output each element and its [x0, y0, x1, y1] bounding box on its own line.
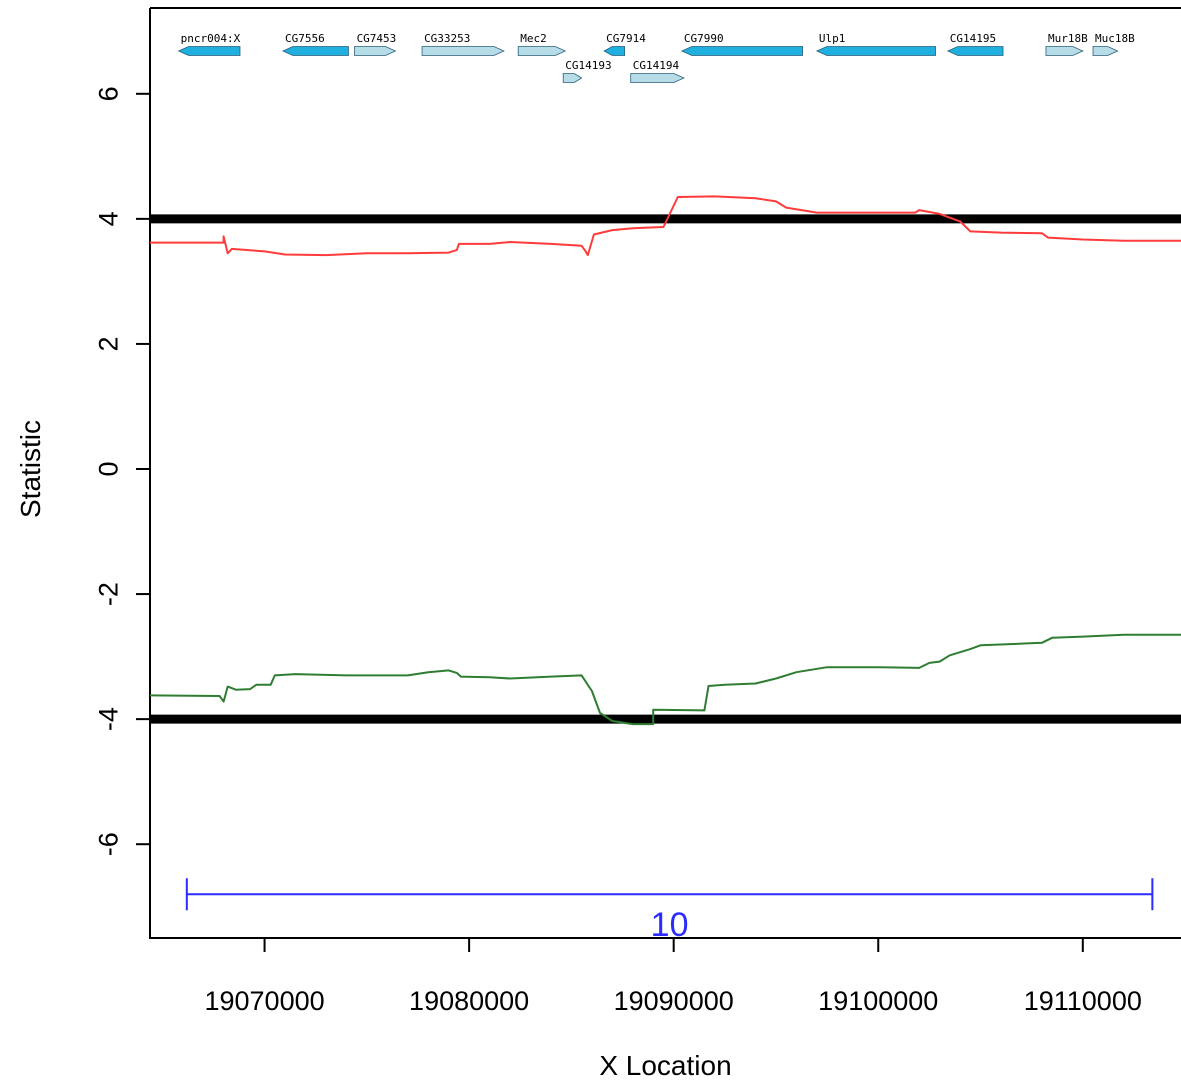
- gene-arrow: [603, 46, 625, 56]
- x-axis-title: X Location: [599, 1050, 731, 1081]
- x-tick-label: 19080000: [409, 986, 529, 1016]
- y-tick-label: 6: [93, 86, 123, 101]
- series-line-2: [149, 633, 1181, 726]
- series-line-1: [150, 195, 1181, 257]
- plot-border: [149, 8, 1181, 939]
- y-tick-label: 4: [93, 211, 123, 226]
- x-tick-label: 19070000: [204, 986, 324, 1016]
- gene-track: pncr004:X CG7556 CG7453 CG33253 Mec2 CG14193 C…: [177, 32, 1135, 83]
- gene-arrow: [630, 73, 685, 83]
- span-label: 10: [651, 906, 689, 944]
- plot-frame: [149, 7, 1181, 939]
- gene-arrow: [354, 46, 397, 56]
- gene-label: Mur18B: [1048, 32, 1088, 45]
- gene-arrow: [281, 46, 349, 56]
- gene-label: Muc18B: [1095, 32, 1135, 45]
- gene-arrow: [517, 46, 567, 56]
- y-axis-title: Statistic: [15, 420, 46, 518]
- gene-label: CG14194: [633, 59, 680, 72]
- y-tick-label: 2: [93, 336, 123, 351]
- gene-label: Ulp1: [819, 32, 846, 45]
- y-tick-label: 0: [93, 461, 123, 476]
- axes: 19070000 19080000 19090000 19100000 19110000…: [93, 86, 1141, 1016]
- gene-arrow: [815, 46, 936, 56]
- gene-label: CG7453: [357, 32, 397, 45]
- gene-arrow: [421, 46, 505, 56]
- gene-label: CG14195: [950, 32, 996, 45]
- x-tick-label: 19100000: [818, 986, 938, 1016]
- y-tick-label: -2: [93, 582, 123, 606]
- gene-arrow: [1045, 46, 1084, 56]
- gene-label: CG7990: [684, 32, 724, 45]
- x-tick-label: 19110000: [1024, 986, 1142, 1016]
- span-marker: 10: [185, 878, 1154, 944]
- gene-label: Mec2: [520, 32, 547, 45]
- threshold-lines: [150, 214, 1181, 724]
- y-tick-label: -6: [93, 832, 123, 856]
- gene-label: CG33253: [424, 32, 470, 45]
- gene-label: pncr004:X: [181, 32, 241, 45]
- gene-label: CG7556: [285, 32, 325, 45]
- x-tick-label: 19090000: [614, 986, 734, 1016]
- y-tick-label: -4: [93, 707, 123, 731]
- gene-arrow: [946, 46, 1004, 56]
- series-lines: [149, 195, 1181, 726]
- gene-label: CG14193: [565, 59, 611, 72]
- gene-arrow: [680, 46, 803, 56]
- gene-arrow: [562, 73, 583, 83]
- gene-label: CG7914: [606, 32, 646, 45]
- gene-arrow: [177, 46, 241, 56]
- gene-arrow: [1092, 46, 1119, 56]
